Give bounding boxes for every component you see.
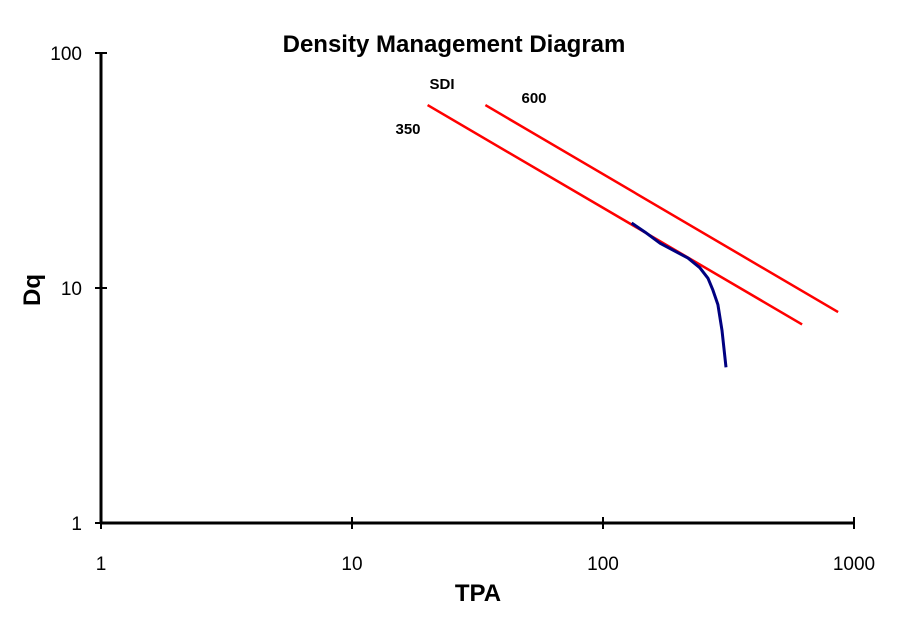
y-tick-label: 1 bbox=[71, 514, 82, 535]
sdi-600-label: 600 bbox=[521, 90, 546, 107]
chart-title: Density Management Diagram bbox=[283, 31, 626, 58]
sdi-350-label: 350 bbox=[395, 121, 420, 138]
x-tick-label: 10 bbox=[341, 554, 362, 575]
x-tick-label: 1 bbox=[96, 554, 107, 575]
stand-trajectory-line bbox=[630, 221, 728, 368]
y-tick-label: 10 bbox=[61, 279, 82, 300]
x-tick-label: 100 bbox=[587, 554, 619, 575]
sdi-350-line bbox=[426, 104, 803, 326]
x-tick-label: 1000 bbox=[833, 554, 875, 575]
x-axis-label: TPA bbox=[455, 580, 501, 607]
sdi-600-line bbox=[484, 104, 839, 314]
y-tick-label: 100 bbox=[50, 44, 82, 65]
sdi-label: SDI bbox=[429, 76, 454, 93]
y-axis-label: Dq bbox=[19, 274, 46, 306]
